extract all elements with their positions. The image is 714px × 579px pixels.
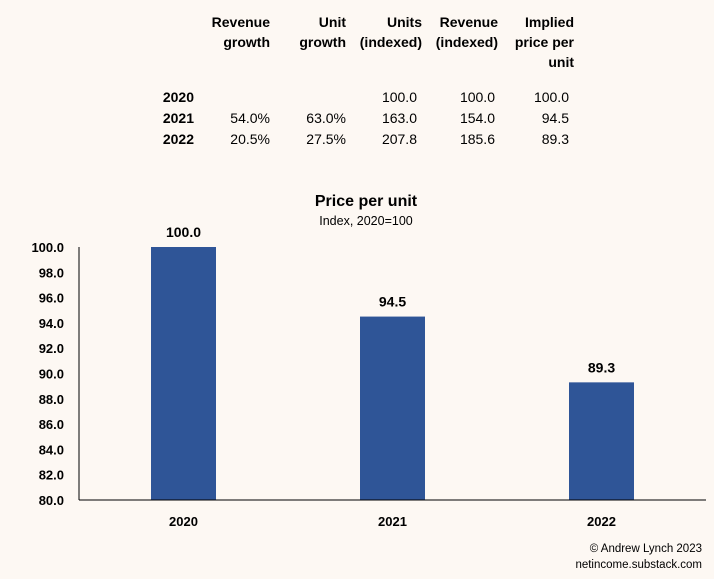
bar-2022	[569, 382, 634, 500]
header-revenue-growth: Revenue growth	[211, 14, 270, 50]
y-tick-label: 98.0	[39, 265, 64, 280]
table-cell: 89.3	[541, 131, 569, 147]
y-tick-label: 84.0	[39, 442, 64, 457]
x-tick-label: 2022	[587, 514, 616, 529]
bar-value-label: 100.0	[166, 224, 201, 240]
row-year-2020: 2020	[162, 89, 194, 105]
y-tick-label: 94.0	[39, 316, 64, 331]
table-cell: 27.5%	[306, 131, 346, 147]
table-cell: 94.5	[541, 110, 569, 126]
header-revenue-indexed: Revenue (indexed)	[435, 14, 498, 50]
y-tick-label: 100.0	[31, 240, 64, 255]
y-tick-label: 88.0	[39, 392, 64, 407]
chart-subtitle: Index, 2020=100	[319, 214, 413, 228]
table-cell: 185.6	[459, 131, 495, 147]
table-cell: 163.0	[381, 110, 417, 126]
copyright-text: © Andrew Lynch 2023	[589, 543, 702, 555]
copyright: © Andrew Lynch 2023 netincome.substack.c…	[575, 541, 702, 573]
y-tick-label: 92.0	[39, 341, 64, 356]
bar-value-label: 94.5	[379, 294, 406, 310]
price-per-unit-chart: Price per unit Index, 2020=100 80.0 82.0 8…	[31, 193, 706, 529]
header-unit-growth: Unit growth	[299, 14, 346, 50]
header-implied-price: Implied price per unit	[514, 14, 574, 70]
table-cell: 100.0	[533, 89, 569, 105]
row-year-2021: 2021	[162, 110, 194, 126]
table-cell: 154.0	[459, 110, 495, 126]
bar-2020	[151, 247, 216, 500]
bar-value-label: 89.3	[588, 359, 615, 375]
summary-table: Revenue growth Unit growth Units (indexe…	[0, 0, 714, 160]
table-cell: 63.0%	[306, 110, 346, 126]
bar-2021	[360, 316, 425, 500]
y-tick-label: 90.0	[39, 367, 64, 382]
y-tick-label: 96.0	[39, 291, 64, 306]
header-units-indexed: Units (indexed)	[359, 14, 422, 50]
table-cell: 100.0	[459, 89, 495, 105]
table-cell: 20.5%	[230, 131, 270, 147]
row-year-2022: 2022	[162, 131, 194, 147]
x-tick-label: 2020	[169, 514, 198, 529]
y-tick-label: 82.0	[39, 468, 64, 483]
x-tick-label: 2021	[378, 514, 407, 529]
y-tick-label: 80.0	[39, 493, 64, 508]
site-url: netincome.substack.com	[575, 559, 702, 571]
table-cell: 207.8	[381, 131, 417, 147]
y-tick-label: 86.0	[39, 417, 64, 432]
table-cell: 100.0	[381, 89, 417, 105]
chart-title: Price per unit	[315, 193, 418, 210]
table-cell: 54.0%	[230, 110, 270, 126]
